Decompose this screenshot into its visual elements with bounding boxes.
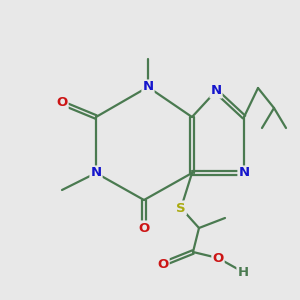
Text: N: N: [90, 167, 102, 179]
Text: H: H: [237, 266, 249, 278]
Text: O: O: [158, 257, 169, 271]
Text: N: N: [210, 85, 222, 98]
Text: N: N: [238, 167, 250, 179]
Text: O: O: [56, 97, 68, 110]
Text: O: O: [212, 251, 224, 265]
Text: N: N: [142, 80, 154, 94]
Text: O: O: [138, 221, 150, 235]
Text: S: S: [176, 202, 186, 214]
